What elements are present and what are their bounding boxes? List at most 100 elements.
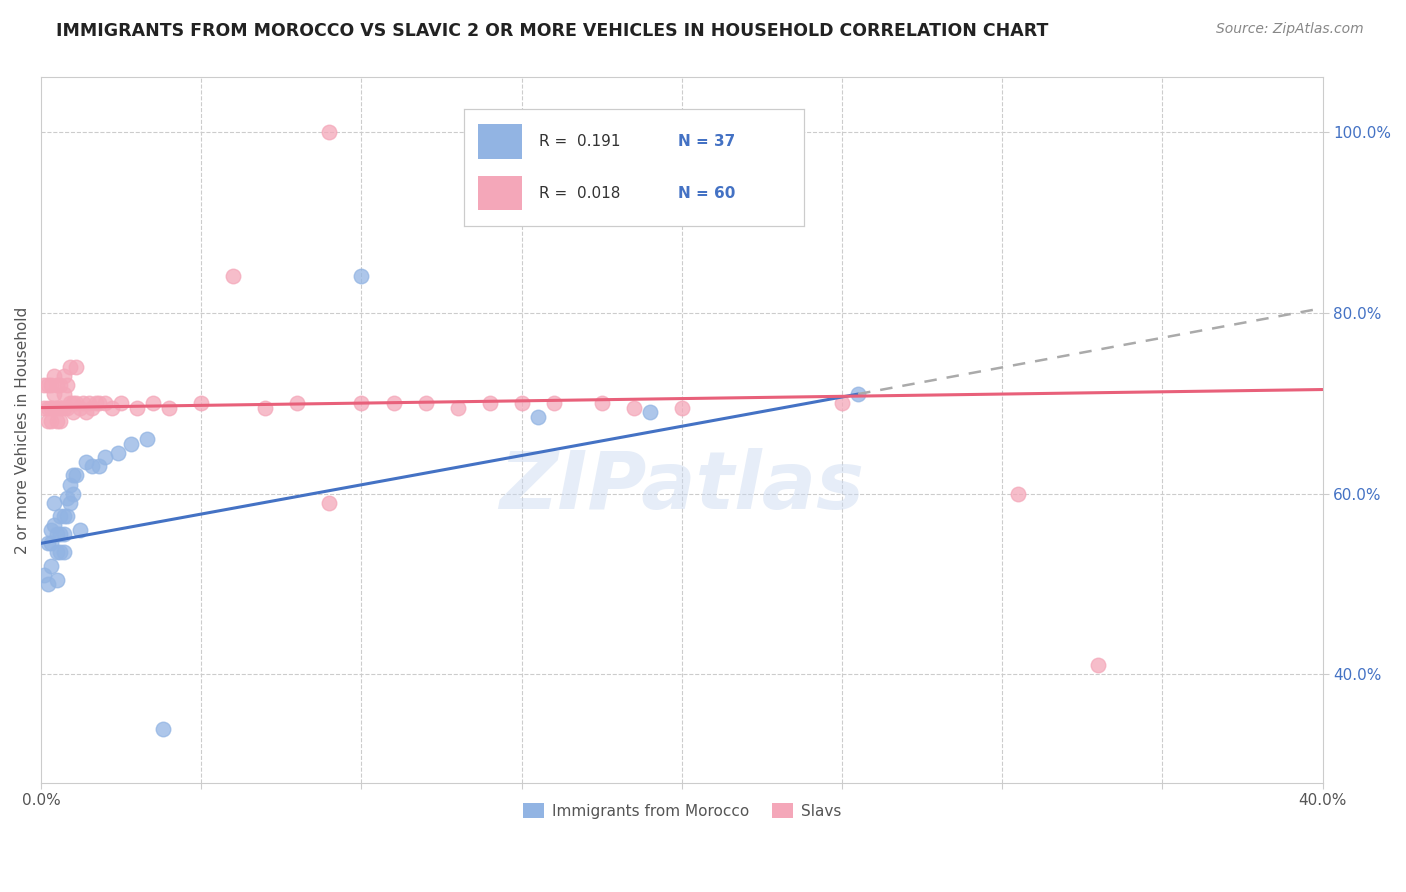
Point <box>478 396 501 410</box>
Point <box>59 359 82 374</box>
Point <box>72 396 94 410</box>
Text: ZIPatlas: ZIPatlas <box>499 448 865 525</box>
Point <box>127 401 149 415</box>
Point <box>59 495 82 509</box>
Point <box>318 495 340 509</box>
Point <box>526 409 548 424</box>
Point <box>46 545 69 559</box>
Point <box>49 378 72 392</box>
Point <box>846 387 869 401</box>
Point <box>34 568 56 582</box>
Point <box>39 414 62 428</box>
Point <box>37 414 59 428</box>
Point <box>52 509 75 524</box>
Point <box>62 396 84 410</box>
Point <box>623 401 645 415</box>
Legend: Immigrants from Morocco, Slavs: Immigrants from Morocco, Slavs <box>516 797 848 825</box>
Point <box>34 401 56 415</box>
Point <box>39 523 62 537</box>
Point <box>39 378 62 392</box>
Point <box>46 527 69 541</box>
Point <box>55 509 77 524</box>
Point <box>135 432 157 446</box>
Point <box>59 396 82 410</box>
Point <box>350 269 373 284</box>
Point <box>42 401 65 415</box>
Point <box>37 577 59 591</box>
Point <box>46 414 69 428</box>
Point <box>87 396 110 410</box>
Point <box>49 414 72 428</box>
Point <box>446 401 468 415</box>
Point <box>69 523 91 537</box>
Point <box>1007 486 1029 500</box>
Point <box>671 401 693 415</box>
Point <box>46 401 69 415</box>
Point <box>831 396 853 410</box>
Point <box>52 527 75 541</box>
Point <box>82 459 104 474</box>
Point <box>65 396 87 410</box>
Point <box>34 378 56 392</box>
Point <box>59 477 82 491</box>
Point <box>37 536 59 550</box>
Point <box>120 437 142 451</box>
Point <box>84 396 107 410</box>
Point <box>62 468 84 483</box>
Point <box>42 495 65 509</box>
Point <box>46 573 69 587</box>
Point <box>49 527 72 541</box>
Point <box>82 401 104 415</box>
Point <box>52 401 75 415</box>
Point <box>52 545 75 559</box>
Point <box>52 368 75 383</box>
Point <box>107 446 129 460</box>
Point <box>77 396 100 410</box>
Point <box>37 378 59 392</box>
Point <box>39 401 62 415</box>
Point <box>110 396 132 410</box>
Point <box>510 396 533 410</box>
Point <box>49 509 72 524</box>
Point <box>65 359 87 374</box>
Point <box>157 401 180 415</box>
Point <box>55 378 77 392</box>
Point <box>62 405 84 419</box>
Point <box>49 401 72 415</box>
Point <box>75 455 97 469</box>
Point <box>46 378 69 392</box>
Point <box>94 396 117 410</box>
Point <box>42 518 65 533</box>
Point <box>69 401 91 415</box>
Point <box>39 558 62 573</box>
Point <box>222 269 245 284</box>
Point <box>94 450 117 465</box>
Point <box>318 125 340 139</box>
Point <box>591 396 613 410</box>
Text: IMMIGRANTS FROM MOROCCO VS SLAVIC 2 OR MORE VEHICLES IN HOUSEHOLD CORRELATION CH: IMMIGRANTS FROM MOROCCO VS SLAVIC 2 OR M… <box>56 22 1049 40</box>
Point <box>75 405 97 419</box>
Point <box>42 387 65 401</box>
Point <box>49 545 72 559</box>
Point <box>52 387 75 401</box>
Point <box>543 396 565 410</box>
Point <box>254 401 277 415</box>
Point <box>142 396 165 410</box>
Text: Source: ZipAtlas.com: Source: ZipAtlas.com <box>1216 22 1364 37</box>
Point <box>638 405 661 419</box>
Point <box>190 396 212 410</box>
Point <box>287 396 309 410</box>
Point <box>39 536 62 550</box>
Point <box>100 401 122 415</box>
Point <box>42 368 65 383</box>
Point <box>55 491 77 505</box>
Point <box>415 396 437 410</box>
Point <box>152 722 174 736</box>
Y-axis label: 2 or more Vehicles in Household: 2 or more Vehicles in Household <box>15 307 30 554</box>
Point <box>382 396 405 410</box>
Point <box>37 401 59 415</box>
Point <box>65 468 87 483</box>
Point <box>87 459 110 474</box>
Point <box>1087 658 1109 673</box>
Point <box>350 396 373 410</box>
